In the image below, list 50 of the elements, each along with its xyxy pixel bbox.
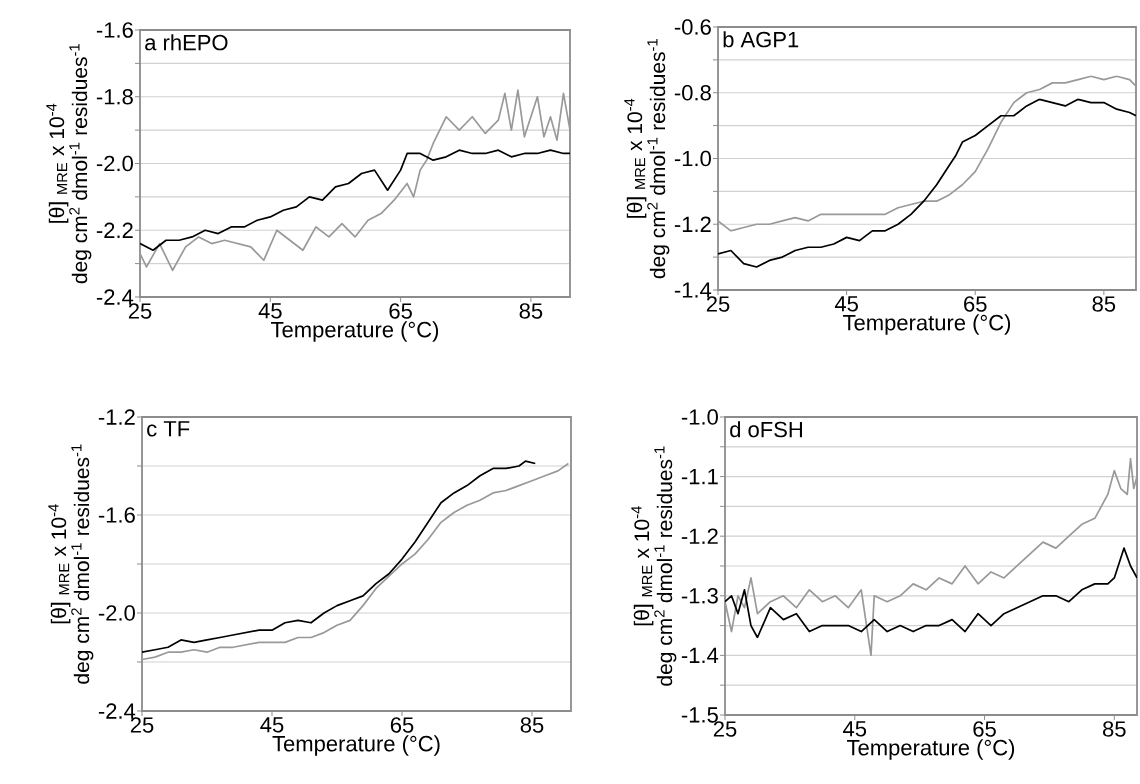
- y-tick-label: -2.0: [96, 155, 133, 172]
- y-tick-label: -2.2: [96, 222, 133, 238]
- y-tick-label: -1.2: [674, 216, 711, 232]
- y-tick-label: -1.0: [681, 409, 718, 425]
- x-tick-label: 25: [713, 721, 737, 737]
- x-tick-label: 65: [390, 717, 414, 733]
- y-tick-label: -1.2: [681, 528, 718, 544]
- x-tick-label: 45: [834, 296, 858, 312]
- text: [θ] $_{MRE}$ x 10$^{-4}$ deg cm$^{2}$ dmol$^{-1}$ residues$^{-1}$: [624, 39, 670, 279]
- line-series: [140, 149, 570, 252]
- x-tick-label: 65: [964, 296, 987, 312]
- y-tick-label: -1.2: [98, 409, 135, 425]
- x-tick-label: 25: [706, 296, 730, 312]
- x-tick-label: 25: [130, 717, 154, 733]
- text: [θ] $_{MRE}$ x 10$^{-4}$ deg cm$^{2}$ dmol$^{-1}$ residues$^{-1}$: [46, 44, 92, 284]
- chart-title: b AGP1: [723, 31, 799, 48]
- x-tick-label: 45: [258, 303, 282, 319]
- x-axis-title: Temperature (°C): [847, 739, 1015, 760]
- text: [θ] $_{MRE}$ x 10$^{-4}$ deg cm$^{2}$ dmol$^{-1}$ residues$^{-1}$: [631, 446, 677, 686]
- y-tick-label: -2.4: [96, 289, 134, 305]
- x-tick-label: 85: [1103, 721, 1126, 737]
- y-tick-label: -1.8: [96, 88, 133, 105]
- x-tick-label: 65: [389, 303, 412, 319]
- y-tick-label: -1.4: [681, 647, 719, 663]
- y-tick-label: -0.8: [674, 84, 711, 101]
- y-tick-label: -1.4: [674, 282, 712, 298]
- y-tick-label: -1.6: [98, 507, 135, 523]
- y-tick-label: -2.4: [98, 703, 136, 719]
- y-tick-label: -1.1: [681, 469, 718, 485]
- line-series: [718, 98, 1136, 268]
- x-tick-label: 45: [260, 717, 284, 733]
- x-tick-label: 85: [519, 303, 543, 319]
- chart-title: c TF: [147, 421, 190, 437]
- x-tick-label: 65: [973, 721, 996, 737]
- y-tick-label: -0.6: [674, 19, 711, 35]
- y-tick-label: -1.0: [674, 150, 711, 167]
- x-tick-label: 85: [520, 717, 544, 733]
- chart-title: d oFSH: [730, 421, 802, 438]
- x-tick-label: 85: [1092, 296, 1116, 312]
- text: [θ] $_{MRE}$ x 10$^{-4}$ deg cm$^{2}$ dmol$^{-1}$ residues$^{-1}$: [48, 444, 94, 684]
- x-tick-label: 45: [843, 721, 867, 737]
- x-axis-title: Temperature (°C): [272, 735, 440, 756]
- chart-title: a rhEPO: [145, 34, 228, 51]
- x-tick-label: 25: [128, 303, 152, 319]
- y-tick-label: -1.5: [681, 707, 718, 723]
- x-axis-title: Temperature (°C): [271, 321, 439, 342]
- y-tick-label: -2.0: [98, 605, 135, 621]
- y-tick-label: -1.3: [681, 587, 718, 604]
- x-axis-title: Temperature (°C): [843, 314, 1011, 335]
- y-tick-label: -1.6: [96, 22, 133, 38]
